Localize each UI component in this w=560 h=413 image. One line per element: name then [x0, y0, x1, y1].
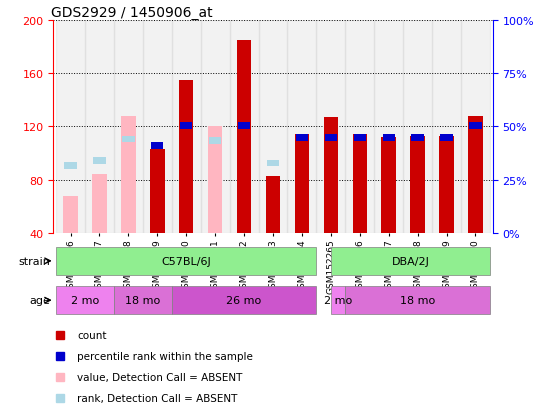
Bar — [325, 135, 337, 142]
Bar — [230, 21, 259, 233]
Bar — [237, 40, 251, 233]
Bar — [346, 21, 374, 233]
Bar — [266, 176, 280, 233]
Bar — [208, 127, 222, 233]
Bar — [56, 247, 316, 275]
Bar — [296, 135, 308, 142]
Bar — [121, 116, 136, 233]
Bar — [114, 21, 143, 233]
Bar — [382, 135, 395, 142]
Bar — [468, 116, 483, 233]
Bar — [353, 135, 367, 233]
Bar — [179, 81, 193, 233]
Bar — [150, 150, 165, 233]
Text: value, Detection Call = ABSENT: value, Detection Call = ABSENT — [77, 372, 242, 382]
Text: count: count — [77, 330, 107, 340]
Bar — [353, 135, 366, 142]
Bar — [259, 21, 287, 233]
Bar — [469, 123, 482, 130]
Bar — [287, 21, 316, 233]
Text: 18 mo: 18 mo — [400, 295, 435, 306]
Bar — [64, 163, 77, 169]
Bar — [56, 287, 114, 314]
Text: percentile rank within the sample: percentile rank within the sample — [77, 351, 253, 361]
Bar — [172, 21, 200, 233]
Bar — [143, 21, 172, 233]
Bar — [209, 138, 221, 144]
Bar — [374, 21, 403, 233]
Text: 2 mo: 2 mo — [324, 295, 352, 306]
Bar — [295, 135, 309, 233]
Bar — [63, 196, 78, 233]
Bar — [94, 158, 106, 164]
Bar — [432, 21, 461, 233]
Bar — [381, 138, 396, 233]
Bar — [316, 21, 346, 233]
Text: 26 mo: 26 mo — [226, 295, 262, 306]
Bar — [122, 136, 134, 143]
Bar — [461, 21, 490, 233]
Bar — [439, 136, 454, 233]
Bar — [56, 21, 85, 233]
Bar — [92, 175, 107, 233]
Bar — [114, 287, 172, 314]
Bar — [410, 136, 425, 233]
Text: strain: strain — [18, 256, 50, 266]
Bar — [151, 143, 164, 150]
Text: C57BL/6J: C57BL/6J — [161, 256, 211, 266]
Bar — [346, 287, 490, 314]
Bar — [403, 21, 432, 233]
Bar — [180, 123, 193, 130]
Bar — [172, 287, 316, 314]
Bar — [200, 21, 230, 233]
Bar — [440, 135, 452, 142]
Bar — [331, 287, 346, 314]
Bar — [324, 118, 338, 233]
Bar — [331, 247, 490, 275]
Bar — [85, 21, 114, 233]
Text: GDS2929 / 1450906_at: GDS2929 / 1450906_at — [51, 6, 213, 20]
Bar — [238, 123, 250, 130]
Text: 2 mo: 2 mo — [71, 295, 99, 306]
Text: DBA/2J: DBA/2J — [391, 256, 430, 266]
Text: rank, Detection Call = ABSENT: rank, Detection Call = ABSENT — [77, 393, 238, 403]
Text: age: age — [30, 295, 50, 306]
Bar — [412, 135, 424, 142]
Bar — [267, 160, 279, 167]
Text: 18 mo: 18 mo — [125, 295, 161, 306]
